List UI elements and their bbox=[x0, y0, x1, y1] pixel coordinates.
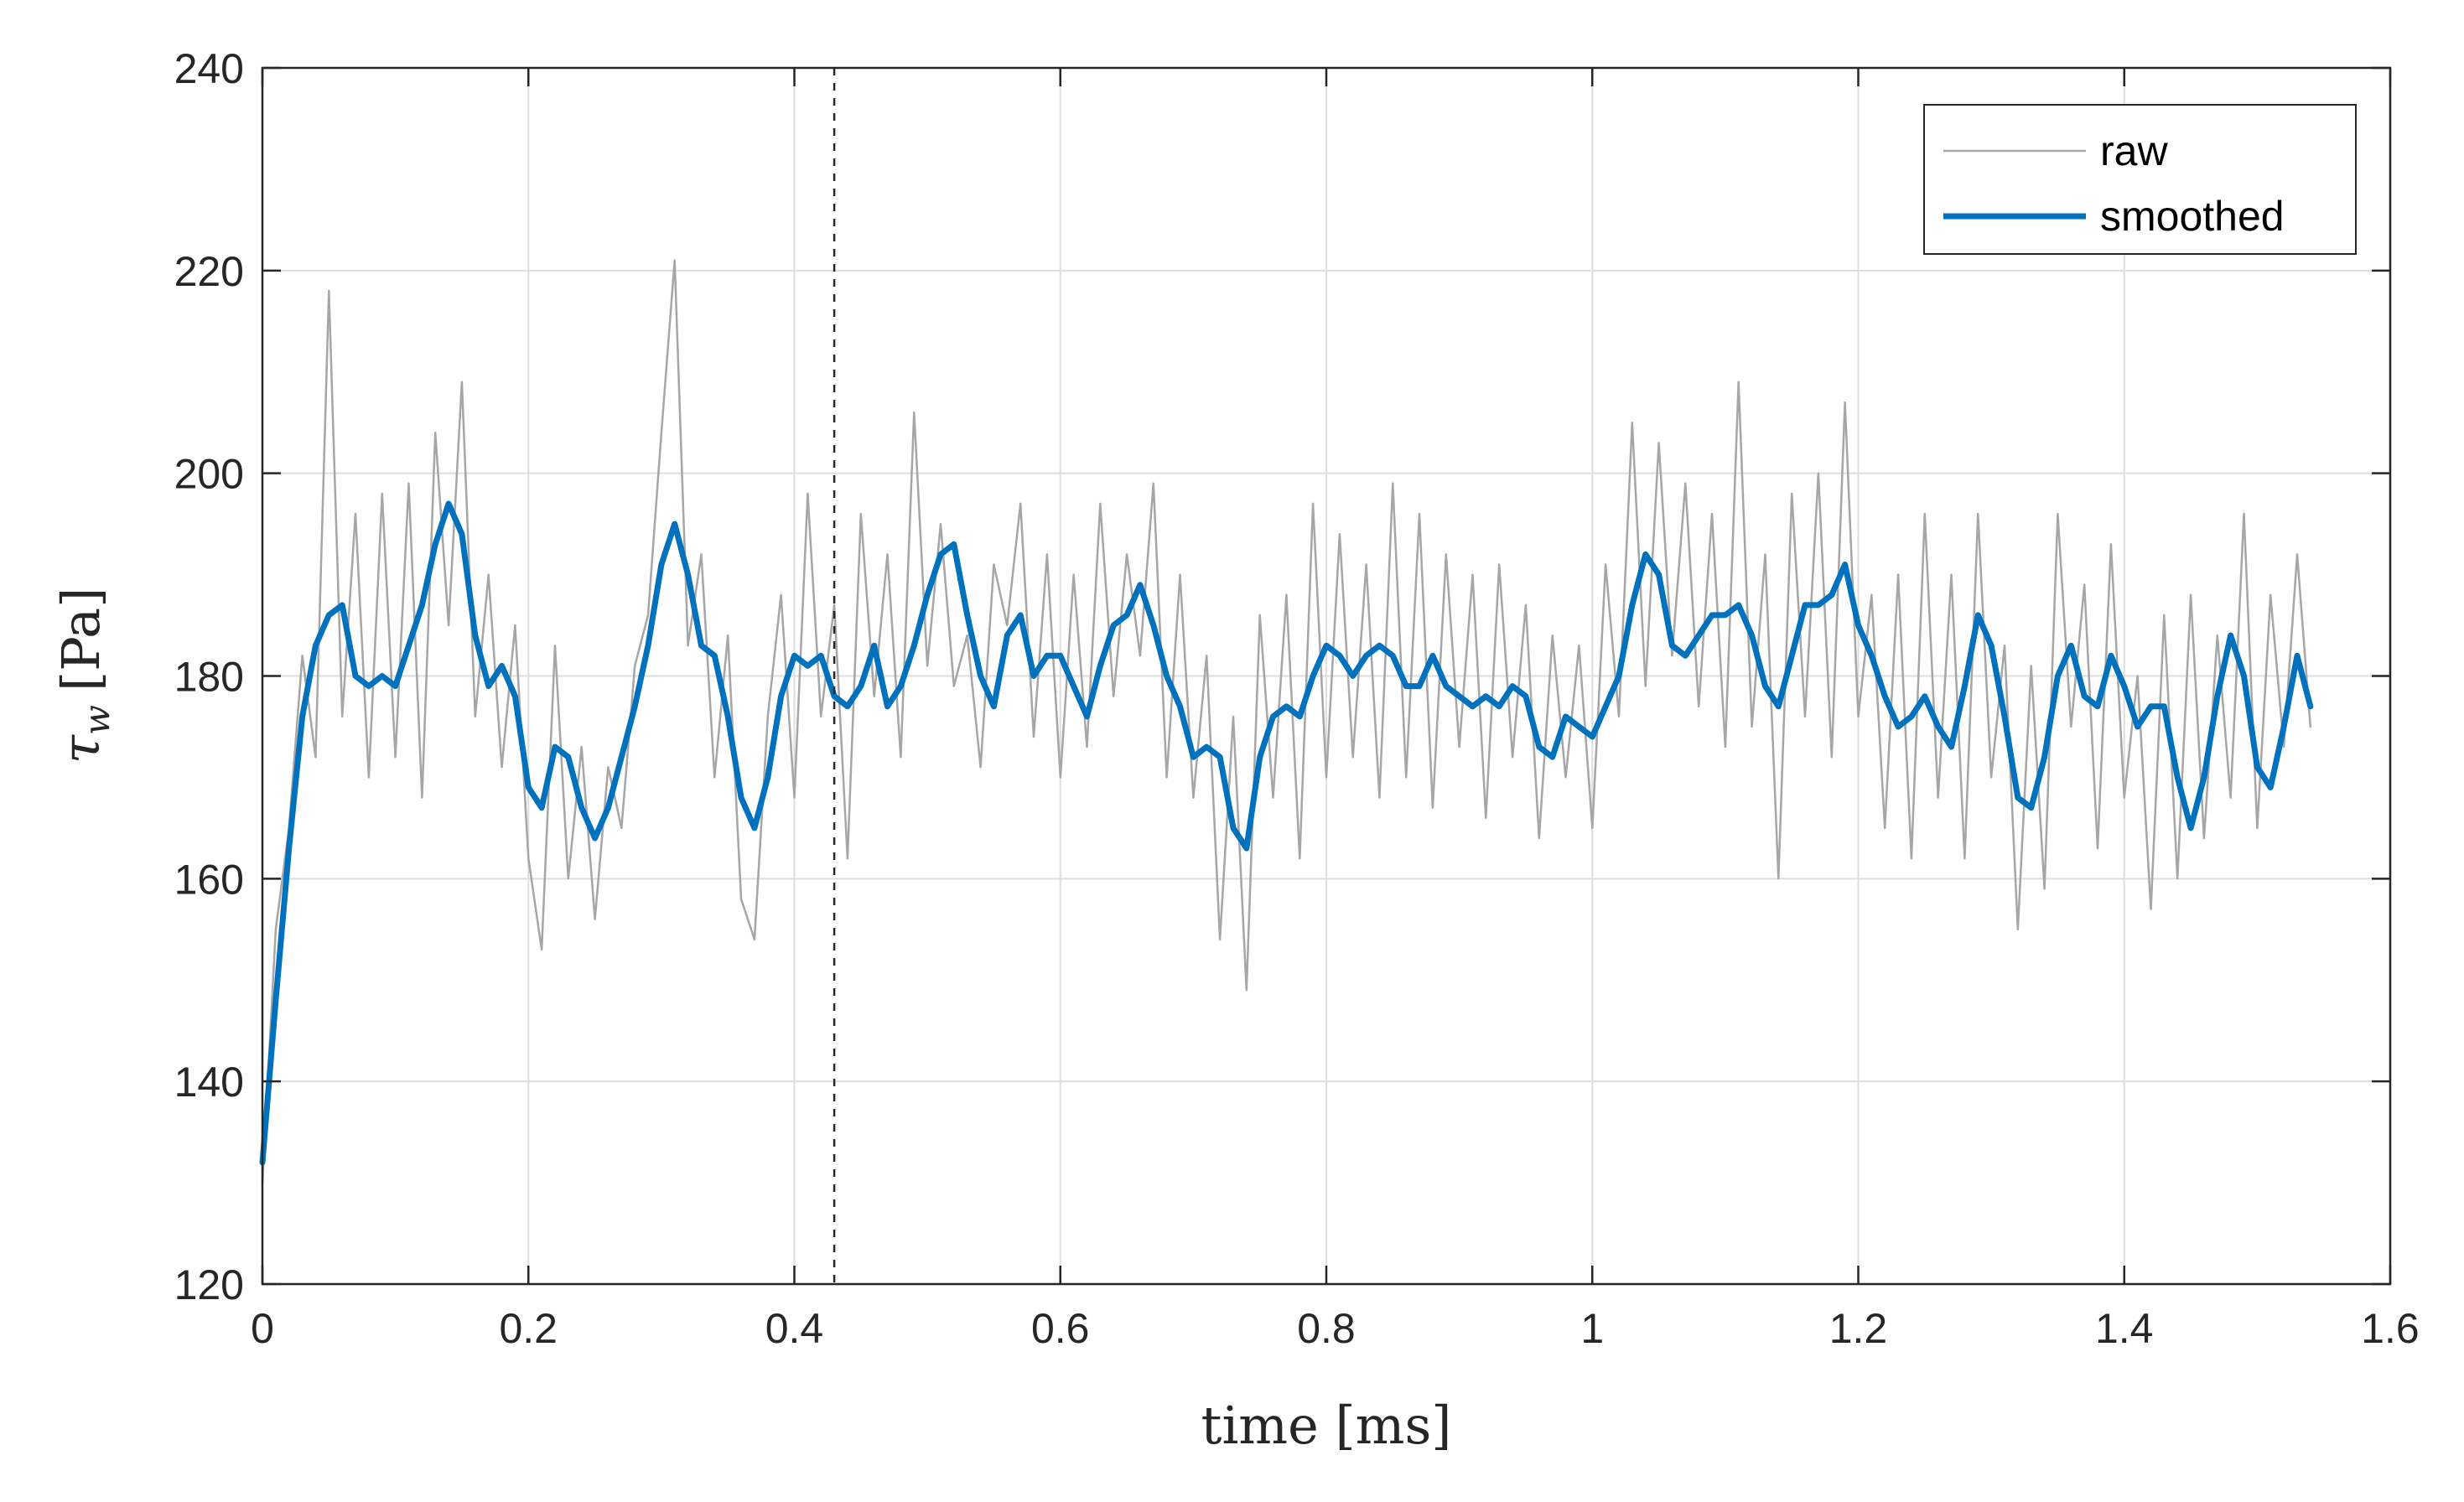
x-tick-label: 1.6 bbox=[2361, 1305, 2420, 1352]
y-axis-ticks: 120 140 160 180 200 220 240 bbox=[174, 45, 2390, 1308]
x-axis-label: time [ms] bbox=[1201, 1395, 1452, 1456]
y-tick-label: 200 bbox=[174, 451, 244, 498]
x-axis-ticks: 0 0.2 0.4 0.6 0.8 1 1.2 1.4 1.6 bbox=[251, 68, 2420, 1352]
legend-raw-label: raw bbox=[2100, 127, 2168, 174]
x-tick-label: 1.2 bbox=[1829, 1305, 1888, 1352]
x-tick-label: 0.8 bbox=[1297, 1305, 1356, 1352]
series-layer bbox=[259, 259, 2314, 1184]
x-tick-label: 0.4 bbox=[765, 1305, 824, 1352]
y-tick-label: 220 bbox=[174, 248, 244, 295]
x-tick-label: 0 bbox=[251, 1305, 274, 1352]
legend: raw smoothed bbox=[1923, 104, 2357, 255]
y-tick-label: 140 bbox=[174, 1059, 244, 1106]
x-tick-label: 0.2 bbox=[499, 1305, 558, 1352]
y-axis-label-unit: [Pa] bbox=[50, 588, 112, 691]
y-tick-label: 120 bbox=[174, 1261, 244, 1308]
x-tick-label: 0.6 bbox=[1031, 1305, 1090, 1352]
legend-box bbox=[1923, 104, 2357, 255]
svg-text:τw[Pa]: τw [Pa] bbox=[50, 588, 117, 764]
legend-smoothed-label: smoothed bbox=[2100, 193, 2285, 240]
y-axis-label-symbol: τ bbox=[50, 733, 112, 764]
y-axis-label-subscript: w bbox=[76, 705, 117, 735]
y-tick-label: 240 bbox=[174, 45, 244, 92]
grid-lines bbox=[262, 68, 2390, 1284]
y-axis-label: τw [Pa] bbox=[50, 588, 117, 764]
x-tick-label: 1.4 bbox=[2095, 1305, 2154, 1352]
x-tick-label: 1 bbox=[1580, 1305, 1604, 1352]
smoothed-series-line bbox=[259, 500, 2314, 1166]
y-tick-label: 160 bbox=[174, 856, 244, 903]
y-tick-label: 180 bbox=[174, 654, 244, 701]
